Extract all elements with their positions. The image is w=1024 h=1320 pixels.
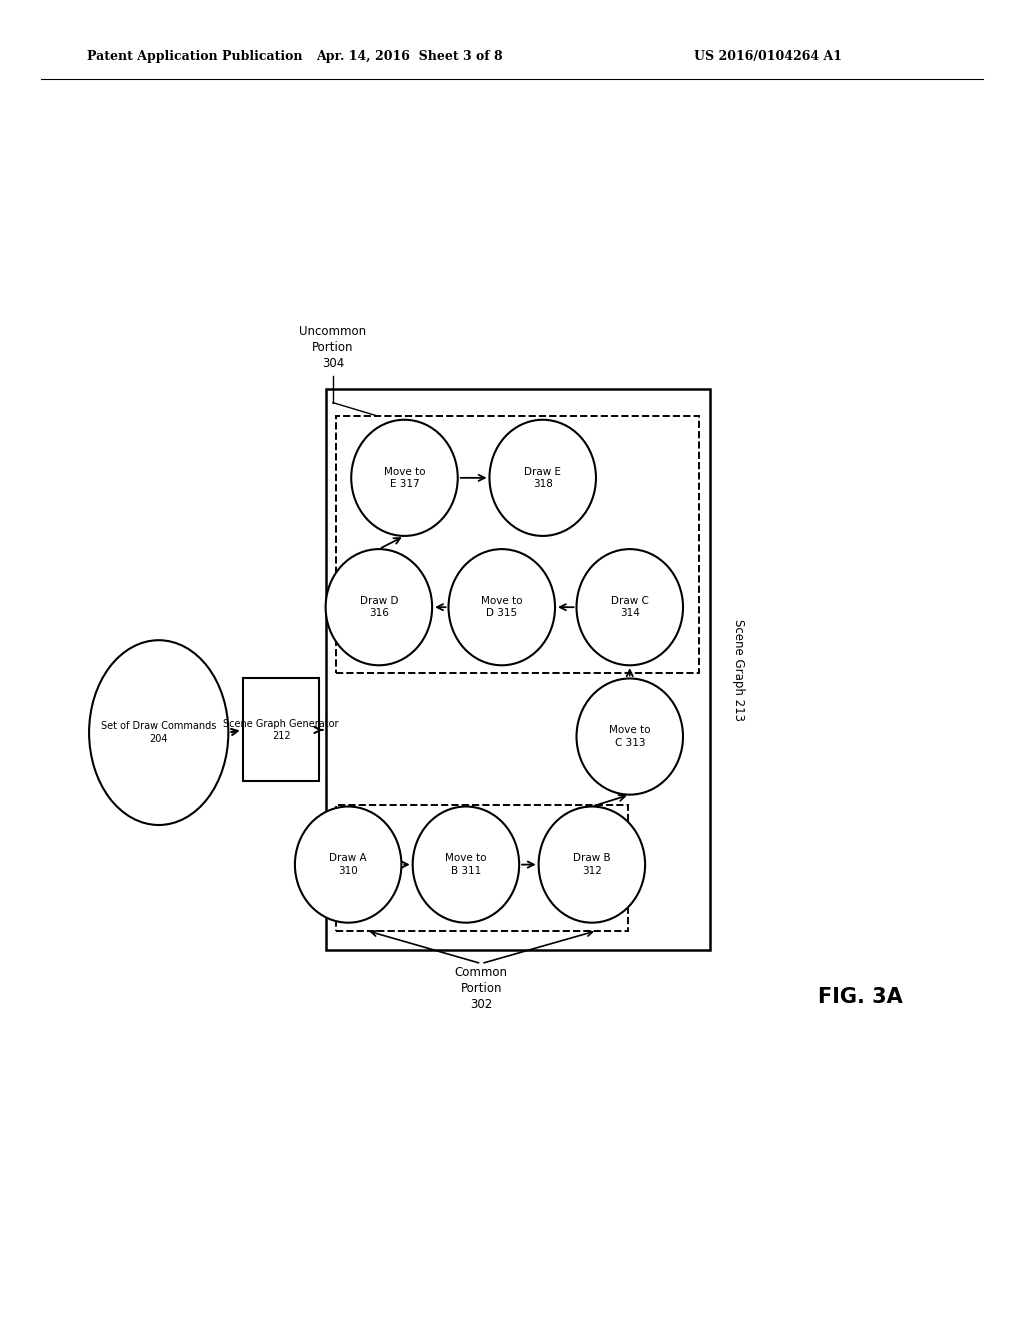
Text: Move to
E 317: Move to E 317 [384,467,425,488]
Ellipse shape [577,549,683,665]
Text: Scene Graph 213: Scene Graph 213 [732,619,744,721]
Text: FIG. 3A: FIG. 3A [818,986,902,1007]
Ellipse shape [449,549,555,665]
Bar [336,416,699,673]
Ellipse shape [89,640,228,825]
Text: Draw B
312: Draw B 312 [573,854,610,875]
Bar [243,678,319,781]
Text: Move to
C 313: Move to C 313 [609,726,650,747]
Ellipse shape [326,549,432,665]
Text: Scene Graph Generator
212: Scene Graph Generator 212 [223,719,339,741]
Text: Set of Draw Commands
204: Set of Draw Commands 204 [101,722,216,743]
Ellipse shape [539,807,645,923]
Ellipse shape [351,420,458,536]
Text: Move to
D 315: Move to D 315 [481,597,522,618]
Text: Patent Application Publication: Patent Application Publication [87,50,302,63]
Ellipse shape [489,420,596,536]
Text: US 2016/0104264 A1: US 2016/0104264 A1 [694,50,842,63]
Text: ̲̲̲̲̲304: ̲̲̲̲̲304 [310,326,355,371]
Text: Uncommon
Portion
304: Uncommon Portion 304 [299,325,367,370]
Text: Draw D
316: Draw D 316 [359,597,398,618]
Bar [336,805,628,931]
Bar [326,389,710,950]
Text: Common
Portion
302: Common Portion 302 [455,966,508,1011]
Text: Apr. 14, 2016  Sheet 3 of 8: Apr. 14, 2016 Sheet 3 of 8 [316,50,503,63]
Text: Draw A
310: Draw A 310 [330,854,367,875]
Ellipse shape [295,807,401,923]
Text: Move to
B 311: Move to B 311 [445,854,486,875]
Ellipse shape [577,678,683,795]
Text: Draw C
314: Draw C 314 [611,597,648,618]
Text: Draw E
318: Draw E 318 [524,467,561,488]
Ellipse shape [413,807,519,923]
